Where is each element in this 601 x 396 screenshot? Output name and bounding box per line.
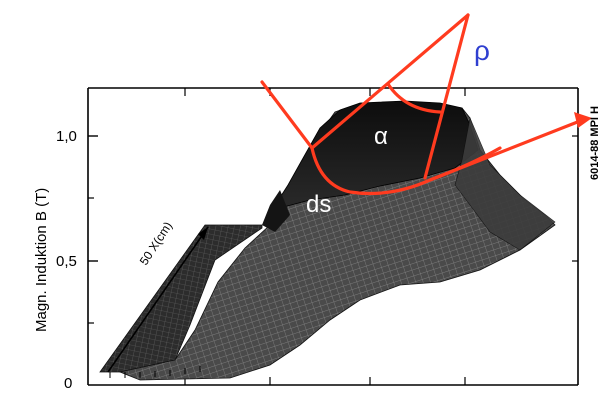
plot-frame xyxy=(87,87,579,386)
angle-arc-top xyxy=(386,82,442,114)
curvature-construction xyxy=(260,13,582,196)
arrowhead xyxy=(574,112,592,128)
field-surface xyxy=(99,100,556,381)
y-axis-label: Magn. Induktion B (T) xyxy=(33,188,50,332)
incoming-ray xyxy=(260,80,314,150)
rho-label: ρ xyxy=(474,35,490,66)
outgoing-ray xyxy=(428,119,582,182)
y-tick-label-1: 1,0 xyxy=(56,128,77,145)
figure-id-label: 6014-88 MPI H xyxy=(589,106,601,180)
x-depth-label: 50 X(cm) xyxy=(137,219,175,267)
x-depth-axis xyxy=(107,226,209,373)
alpha-label: α xyxy=(374,123,388,150)
y-tick-label-0-5: 0,5 xyxy=(56,253,77,270)
y-tick-label-0: 0 xyxy=(64,375,72,391)
ds-label: ds xyxy=(306,191,331,218)
radius-line-left xyxy=(310,13,470,150)
radius-line-right xyxy=(423,13,470,180)
